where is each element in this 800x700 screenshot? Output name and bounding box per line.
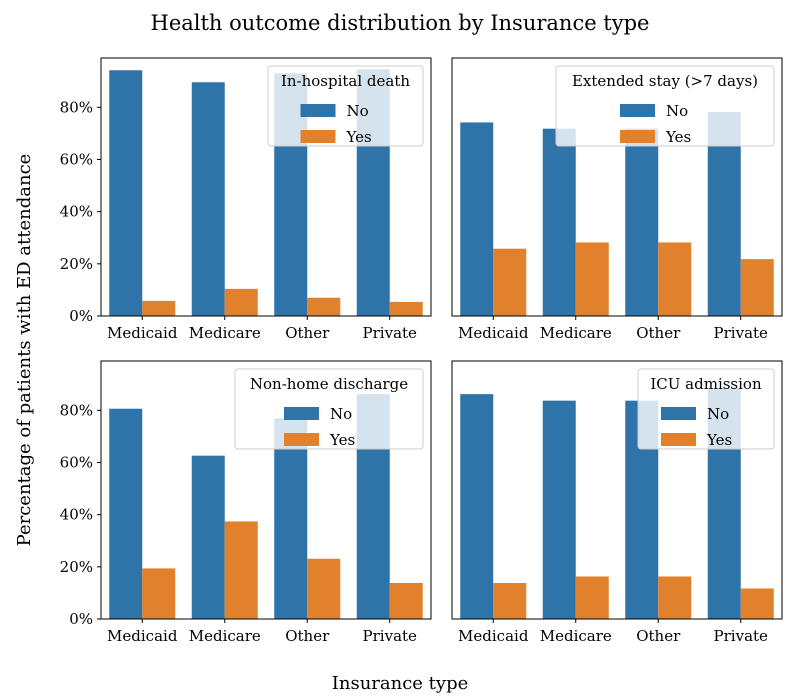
figure-title: Health outcome distribution by Insurance… (151, 11, 650, 35)
y-tick-label: 60% (60, 453, 93, 471)
x-tick-label: Medicaid (458, 324, 529, 342)
legend-title: In-hospital death (281, 72, 410, 90)
legend-swatch-no (620, 104, 655, 117)
chart-panel: Medicaid Medicare Other Private ICU admissio… (451, 360, 783, 645)
bar-yes-medicaid (493, 248, 527, 316)
legend-swatch-no (661, 407, 696, 420)
legend-box (637, 368, 775, 450)
x-tick-label: Medicare (189, 627, 261, 645)
y-tick-label: 60% (60, 150, 93, 168)
x-axis-label: Insurance type (332, 673, 469, 694)
legend-box (234, 368, 424, 450)
legend: In-hospital death No Yes (267, 65, 424, 147)
x-tick-label: Medicaid (107, 324, 178, 342)
bar-no-medicare (191, 82, 225, 317)
x-tick-label: Medicare (189, 324, 261, 342)
legend-label-no: No (666, 102, 688, 120)
bar-yes-medicare (224, 521, 258, 619)
bar-yes-private (389, 583, 423, 619)
legend-box (267, 65, 424, 147)
bar-no-medicare (542, 128, 576, 316)
bar-no-medicaid (109, 70, 143, 317)
y-tick-label: 40% (60, 203, 93, 221)
y-tick-label: 0% (69, 610, 93, 628)
x-tick-label: Other (285, 324, 330, 342)
legend-label-yes: Yes (346, 128, 372, 146)
legend-swatch-no (284, 407, 319, 420)
y-tick-label: 20% (60, 558, 93, 576)
x-tick-label: Private (714, 324, 769, 342)
x-tick-label: Other (285, 627, 330, 645)
legend-title: Non-home discharge (250, 375, 408, 393)
legend-label-no: No (347, 102, 369, 120)
bar-no-medicaid (109, 408, 143, 619)
bar-yes-medicaid (142, 300, 176, 316)
x-tick-label: Medicare (540, 324, 612, 342)
bar-no-medicare (191, 455, 225, 619)
y-tick-label: 80% (60, 401, 93, 419)
bar-no-other (625, 128, 659, 316)
legend-label-no: No (330, 405, 352, 423)
legend-label-yes: Yes (665, 128, 691, 146)
x-tick-label: Private (714, 627, 769, 645)
bar-yes-other (658, 576, 692, 619)
legend-label-yes: Yes (329, 431, 355, 449)
chart-panel: Medicaid Medicare Other Private 0% 20% 40% 60% 8… (60, 360, 432, 645)
y-tick-label: 20% (60, 255, 93, 273)
legend: Extended stay (>7 days) No Yes (555, 65, 775, 147)
legend-swatch-no (300, 104, 336, 117)
y-axis-label: Percentage of patients with ED attendanc… (14, 154, 35, 547)
bar-no-medicaid (460, 122, 494, 316)
bar-yes-medicaid (142, 568, 176, 619)
plot-frame (100, 57, 432, 317)
legend-label-yes: Yes (706, 431, 732, 449)
legend-title: Extended stay (>7 days) (572, 72, 758, 90)
x-tick-label: Other (636, 324, 681, 342)
bar-no-medicaid (460, 394, 494, 619)
x-tick-label: Medicaid (458, 627, 529, 645)
chart-panel: Medicaid Medicare Other Private 0% 20% 40% 60% 8… (60, 57, 432, 342)
legend-box (555, 65, 775, 147)
legend-swatch-yes (661, 433, 696, 446)
bar-yes-private (389, 301, 423, 316)
y-tick-label: 80% (60, 98, 93, 116)
legend: Non-home discharge No Yes (234, 368, 424, 450)
legend-title: ICU admission (650, 375, 762, 393)
bar-yes-other (307, 297, 341, 316)
bar-yes-other (658, 242, 692, 316)
plot-frame (451, 57, 783, 317)
chart-panels: Medicaid Medicare Other Private 0% 20% 40% 60% 8… (60, 57, 783, 645)
legend-swatch-yes (284, 433, 319, 446)
bar-yes-medicaid (493, 583, 527, 619)
plot-frame (100, 360, 432, 620)
bar-no-medicare (542, 400, 576, 619)
x-tick-label: Medicaid (107, 627, 178, 645)
x-tick-label: Private (363, 324, 418, 342)
y-tick-label: 0% (69, 307, 93, 325)
chart-panel: Medicaid Medicare Other Private Extended sta… (451, 57, 783, 342)
bar-no-other (274, 418, 308, 619)
legend-label-no: No (707, 405, 729, 423)
bar-yes-other (307, 558, 341, 619)
x-tick-label: Private (363, 627, 418, 645)
plot-frame (451, 360, 783, 620)
legend-swatch-yes (620, 130, 655, 143)
legend: ICU admission No Yes (637, 368, 775, 450)
x-tick-label: Medicare (540, 627, 612, 645)
x-tick-label: Other (636, 627, 681, 645)
bar-yes-medicare (575, 242, 609, 316)
legend-swatch-yes (300, 130, 336, 143)
bar-yes-private (740, 259, 774, 316)
bar-yes-private (740, 588, 774, 619)
bar-yes-medicare (575, 576, 609, 619)
bar-yes-medicare (224, 288, 258, 316)
y-tick-label: 40% (60, 506, 93, 524)
